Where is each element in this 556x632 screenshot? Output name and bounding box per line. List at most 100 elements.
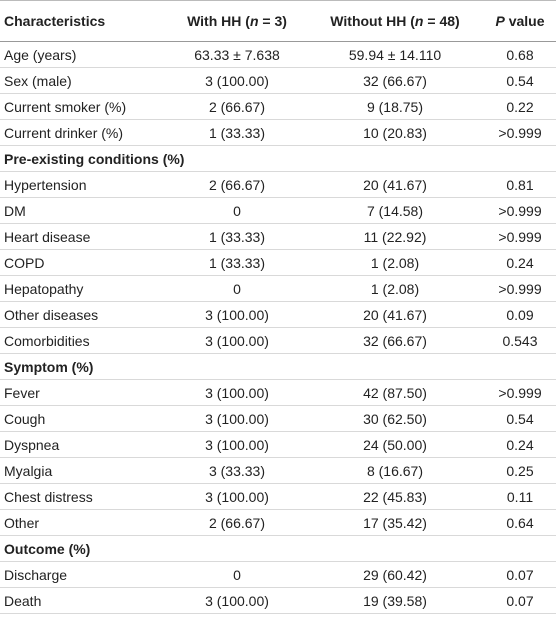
table-cell: 1 (33.33) xyxy=(168,249,306,276)
table-cell: COPD xyxy=(0,249,168,276)
table-cell: 2 (66.67) xyxy=(168,171,306,198)
data-row: Sex (male) 3 (100.00) 32 (66.67) 0.54 xyxy=(0,67,556,94)
table-cell: 0.81 xyxy=(484,171,556,198)
table-cell: 0.25 xyxy=(484,457,556,484)
table-cell: Age (years) xyxy=(0,41,168,68)
data-row: Age (years) 63.33 ± 7.638 59.94 ± 14.110 0.… xyxy=(0,41,556,68)
table-cell: 0 xyxy=(168,561,306,588)
data-row: Comorbidities 3 (100.00) 32 (66.67) 0.543 xyxy=(0,327,556,354)
table-cell: Hepatopathy xyxy=(0,275,168,302)
table-cell: >0.999 xyxy=(484,119,556,146)
table-cell: 8 (16.67) xyxy=(306,457,484,484)
table-cell: 3 (100.00) xyxy=(168,431,306,458)
table-cell: 29 (60.42) xyxy=(306,561,484,588)
table-cell: 2 (66.67) xyxy=(168,509,306,536)
data-table: Characteristics With HH (n = 3) Without … xyxy=(0,0,556,614)
data-row: Heart disease 1 (33.33) 11 (22.92) >0.999 xyxy=(0,223,556,250)
data-row: COPD 1 (33.33) 1 (2.08) 0.24 xyxy=(0,249,556,276)
data-row: Other diseases 3 (100.00) 20 (41.67) 0.09 xyxy=(0,301,556,328)
table-cell: 19 (39.58) xyxy=(306,587,484,614)
section-cell: Outcome (%) xyxy=(0,535,556,562)
table-cell: 1 (2.08) xyxy=(306,275,484,302)
header-text: n xyxy=(249,13,259,29)
section-row: Symptom (%) xyxy=(0,353,556,380)
table-cell: >0.999 xyxy=(484,197,556,224)
header-cell: Without HH (n = 48) xyxy=(306,0,484,42)
table-cell: 3 (100.00) xyxy=(168,67,306,94)
table-cell: Current drinker (%) xyxy=(0,119,168,146)
data-row: Myalgia 3 (33.33) 8 (16.67) 0.25 xyxy=(0,457,556,484)
table-cell: 0.54 xyxy=(484,67,556,94)
section-cell: Pre-existing conditions (%) xyxy=(0,145,556,172)
header-text: P xyxy=(495,13,505,29)
data-row: Discharge 0 29 (60.42) 0.07 xyxy=(0,561,556,588)
table-cell: 11 (22.92) xyxy=(306,223,484,250)
header-text: = 3) xyxy=(258,13,287,29)
table-cell: 0.24 xyxy=(484,431,556,458)
header-text: Characteristics xyxy=(4,13,106,29)
header-text: Without HH ( xyxy=(330,13,415,29)
data-row: Death 3 (100.00) 19 (39.58) 0.07 xyxy=(0,587,556,614)
table-cell: 1 (2.08) xyxy=(306,249,484,276)
table-cell: 0 xyxy=(168,197,306,224)
table-cell: 0.09 xyxy=(484,301,556,328)
data-row: Fever 3 (100.00) 42 (87.50) >0.999 xyxy=(0,379,556,406)
table-cell: 3 (100.00) xyxy=(168,327,306,354)
table-cell: 0.543 xyxy=(484,327,556,354)
header-cell: P value xyxy=(484,0,556,42)
table-cell: 20 (41.67) xyxy=(306,301,484,328)
table-cell: 0.22 xyxy=(484,93,556,120)
section-row: Outcome (%) xyxy=(0,535,556,562)
table-header: Characteristics With HH (n = 3) Without … xyxy=(0,0,556,42)
table-cell: 3 (100.00) xyxy=(168,405,306,432)
table-cell: 59.94 ± 14.110 xyxy=(306,41,484,68)
data-row: Current smoker (%) 2 (66.67) 9 (18.75) 0.22 xyxy=(0,93,556,120)
table-cell: 2 (66.67) xyxy=(168,93,306,120)
table-cell: 10 (20.83) xyxy=(306,119,484,146)
header-cell: Characteristics xyxy=(0,0,168,42)
data-row: Dyspnea 3 (100.00) 24 (50.00) 0.24 xyxy=(0,431,556,458)
table-cell: 0.07 xyxy=(484,561,556,588)
data-row: Other 2 (66.67) 17 (35.42) 0.64 xyxy=(0,509,556,536)
data-row: Cough 3 (100.00) 30 (62.50) 0.54 xyxy=(0,405,556,432)
table-cell: 7 (14.58) xyxy=(306,197,484,224)
table-cell: >0.999 xyxy=(484,223,556,250)
table-cell: Other xyxy=(0,509,168,536)
table-cell: Dyspnea xyxy=(0,431,168,458)
data-row: DM 0 7 (14.58) >0.999 xyxy=(0,197,556,224)
table-cell: 0.24 xyxy=(484,249,556,276)
table-cell: 22 (45.83) xyxy=(306,483,484,510)
table-cell: 3 (100.00) xyxy=(168,483,306,510)
table-cell: 17 (35.42) xyxy=(306,509,484,536)
table-cell: Hypertension xyxy=(0,171,168,198)
table-cell: Other diseases xyxy=(0,301,168,328)
table-cell: Sex (male) xyxy=(0,67,168,94)
table-cell: 32 (66.67) xyxy=(306,327,484,354)
table-cell: Myalgia xyxy=(0,457,168,484)
table-cell: 3 (100.00) xyxy=(168,379,306,406)
table-cell: 3 (33.33) xyxy=(168,457,306,484)
table-cell: Fever xyxy=(0,379,168,406)
table-cell: 24 (50.00) xyxy=(306,431,484,458)
table-cell: Comorbidities xyxy=(0,327,168,354)
table-cell: 32 (66.67) xyxy=(306,67,484,94)
table-cell: 0 xyxy=(168,275,306,302)
data-row: Current drinker (%) 1 (33.33) 10 (20.83) >0… xyxy=(0,119,556,146)
table-cell: 1 (33.33) xyxy=(168,119,306,146)
table-cell: 3 (100.00) xyxy=(168,301,306,328)
table-cell: 1 (33.33) xyxy=(168,223,306,250)
table-cell: 42 (87.50) xyxy=(306,379,484,406)
table-cell: Chest distress xyxy=(0,483,168,510)
section-row: Pre-existing conditions (%) xyxy=(0,145,556,172)
table-cell: Discharge xyxy=(0,561,168,588)
table-cell: 0.54 xyxy=(484,405,556,432)
table-cell: 0.64 xyxy=(484,509,556,536)
header-text: n xyxy=(414,13,424,29)
table-cell: 0.07 xyxy=(484,587,556,614)
table-cell: 30 (62.50) xyxy=(306,405,484,432)
table-body: Age (years) 63.33 ± 7.638 59.94 ± 14.110 0.… xyxy=(0,41,556,614)
table-cell: DM xyxy=(0,197,168,224)
data-row: Hypertension 2 (66.67) 20 (41.67) 0.81 xyxy=(0,171,556,198)
table-cell: Current smoker (%) xyxy=(0,93,168,120)
table-cell: Cough xyxy=(0,405,168,432)
